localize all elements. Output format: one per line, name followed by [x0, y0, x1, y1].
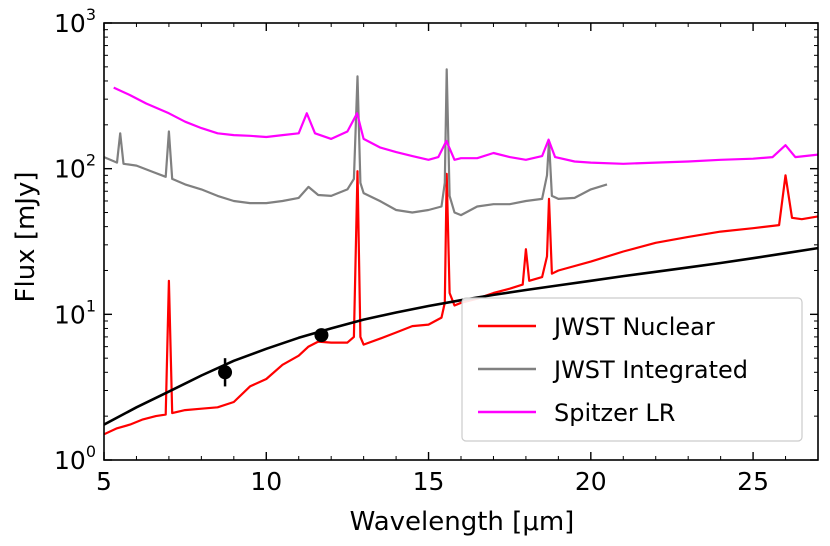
y-tick-label: 102 — [54, 151, 96, 184]
series-line-spitzer-lr — [113, 86, 818, 165]
legend-box — [461, 297, 803, 442]
y-tick-label: 100 — [54, 442, 96, 475]
y-tick-base: 10 — [54, 300, 86, 329]
legend-label-3: Spitzer LR — [554, 399, 675, 427]
y-tick-exponent: 1 — [86, 296, 96, 315]
x-tick-label: 25 — [737, 467, 769, 496]
y-tick-base: 10 — [54, 155, 86, 184]
y-tick-exponent: 3 — [86, 5, 96, 24]
x-tick-label: 10 — [250, 467, 282, 496]
series-line-jwst-nuclear — [104, 170, 818, 436]
series-line-jwst-integrated — [104, 68, 608, 217]
legend-label-2: JWST Integrated — [552, 356, 748, 384]
y-axis-title: Flux [mJy] — [11, 172, 41, 303]
plot-area — [104, 68, 818, 436]
data-point-2 — [314, 328, 329, 343]
y-tick-base: 10 — [54, 9, 86, 38]
y-tick-label: 101 — [54, 296, 96, 329]
x-axis-title: Wavelength [μm] — [350, 507, 575, 537]
x-tick-label: 5 — [96, 467, 112, 496]
legend-label-1: JWST Nuclear — [552, 313, 715, 341]
y-tick-exponent: 2 — [86, 151, 96, 170]
x-tick-label: 15 — [413, 467, 445, 496]
data-point-1 — [218, 365, 233, 380]
x-tick-label: 20 — [575, 467, 607, 496]
y-tick-base: 10 — [54, 446, 86, 475]
y-tick-label: 103 — [54, 5, 96, 38]
y-tick-exponent: 0 — [86, 442, 96, 461]
legend: JWST Nuclear JWST Integrated Spitzer LR — [461, 297, 803, 442]
